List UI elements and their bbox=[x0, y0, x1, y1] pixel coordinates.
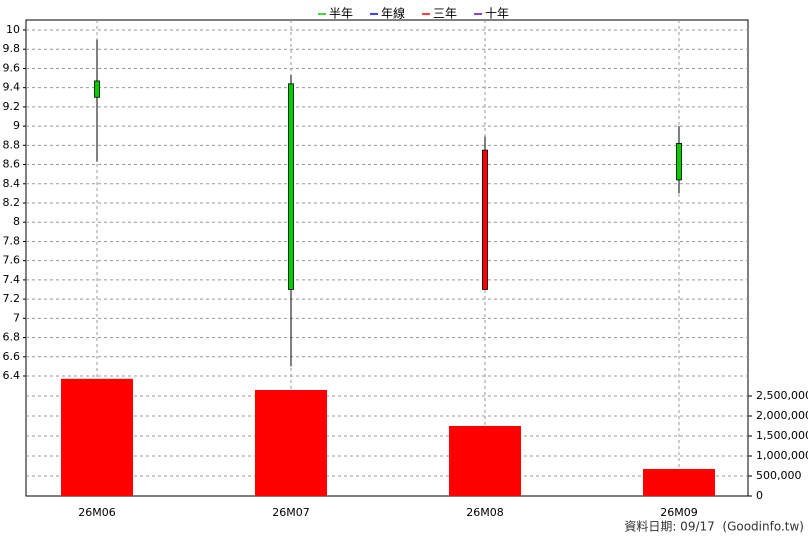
y-tick-label: 8.2 bbox=[3, 196, 21, 209]
y2-tick-label: 2,500,000 bbox=[756, 389, 808, 402]
y-tick-label: 6.6 bbox=[3, 350, 21, 363]
y2-tick-label: 1,500,000 bbox=[756, 429, 808, 442]
volume-bar bbox=[61, 378, 133, 496]
y-tick-label: 7.2 bbox=[3, 292, 21, 305]
candle-body bbox=[676, 143, 682, 181]
y-tick-label: 9.6 bbox=[3, 61, 21, 74]
y-tick-label: 7.4 bbox=[3, 273, 21, 286]
volume-bar bbox=[255, 390, 327, 496]
y-tick-label: 8.8 bbox=[3, 138, 21, 151]
x-tick-label: 26M09 bbox=[660, 506, 698, 519]
candle-body bbox=[288, 83, 294, 290]
footer: 資料日期: 09/17 (Goodinfo.tw) bbox=[624, 520, 804, 534]
legend-label: 年線 bbox=[381, 6, 405, 21]
y-tick-label: 8 bbox=[13, 215, 20, 228]
y-tick-label: 9.8 bbox=[3, 42, 21, 55]
y2-tick-label: 1,000,000 bbox=[756, 449, 808, 462]
y2-tick-label: 500,000 bbox=[756, 469, 802, 482]
candle-body bbox=[482, 149, 488, 290]
x-tick-label: 26M07 bbox=[272, 506, 310, 519]
y2-tick-label: 0 bbox=[756, 489, 763, 502]
legend-label: 半年 bbox=[329, 7, 353, 21]
candle-body bbox=[94, 80, 100, 98]
legend-label: 三年 bbox=[433, 7, 457, 21]
y-tick-label: 8.4 bbox=[3, 177, 21, 190]
y-tick-label: 7 bbox=[13, 311, 20, 324]
y-tick-label: 8.6 bbox=[3, 158, 21, 171]
y2-tick-label: 2,000,000 bbox=[756, 409, 808, 422]
y-tick-label: 6.8 bbox=[3, 331, 21, 344]
y-tick-label: 7.6 bbox=[3, 254, 21, 267]
plot-frame bbox=[25, 19, 749, 497]
y-tick-label: 6.4 bbox=[3, 369, 21, 382]
legend-label: 十年 bbox=[485, 7, 509, 21]
y-tick-label: 9.2 bbox=[3, 100, 21, 113]
volume-bar bbox=[643, 469, 715, 496]
x-tick-label: 26M06 bbox=[78, 506, 116, 519]
y-tick-label: 7.8 bbox=[3, 234, 21, 247]
y-tick-label: 10 bbox=[6, 23, 20, 36]
volume-bar bbox=[449, 426, 521, 496]
y-tick-label: 9.4 bbox=[3, 81, 21, 94]
x-tick-label: 26M08 bbox=[466, 506, 504, 519]
y-tick-label: 9 bbox=[13, 119, 20, 132]
